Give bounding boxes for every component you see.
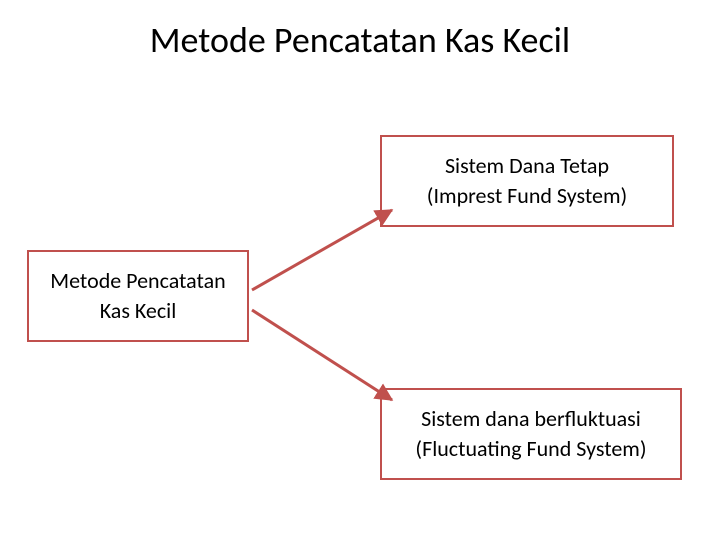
- node-fluctuating: Sistem dana berfluktuasi (Fluctuating Fu…: [380, 388, 682, 480]
- diagram-title: Metode Pencatatan Kas Kecil: [0, 18, 720, 62]
- node-imprest: Sistem Dana Tetap (Imprest Fund System): [380, 135, 674, 227]
- diagram-canvas: Metode Pencatatan Kas Kecil Metode Penca…: [0, 0, 720, 540]
- node-fluctuating-line1: Sistem dana berfluktuasi: [382, 404, 680, 434]
- edge-to-imprest: [252, 210, 392, 290]
- node-imprest-line2: (Imprest Fund System): [382, 181, 672, 211]
- node-source-line2: Kas Kecil: [29, 296, 247, 326]
- node-fluctuating-line2: (Fluctuating Fund System): [382, 434, 680, 464]
- node-source: Metode Pencatatan Kas Kecil: [27, 250, 249, 342]
- edge-to-fluctuating: [252, 310, 392, 400]
- node-source-line1: Metode Pencatatan: [29, 266, 247, 296]
- node-imprest-line1: Sistem Dana Tetap: [382, 151, 672, 181]
